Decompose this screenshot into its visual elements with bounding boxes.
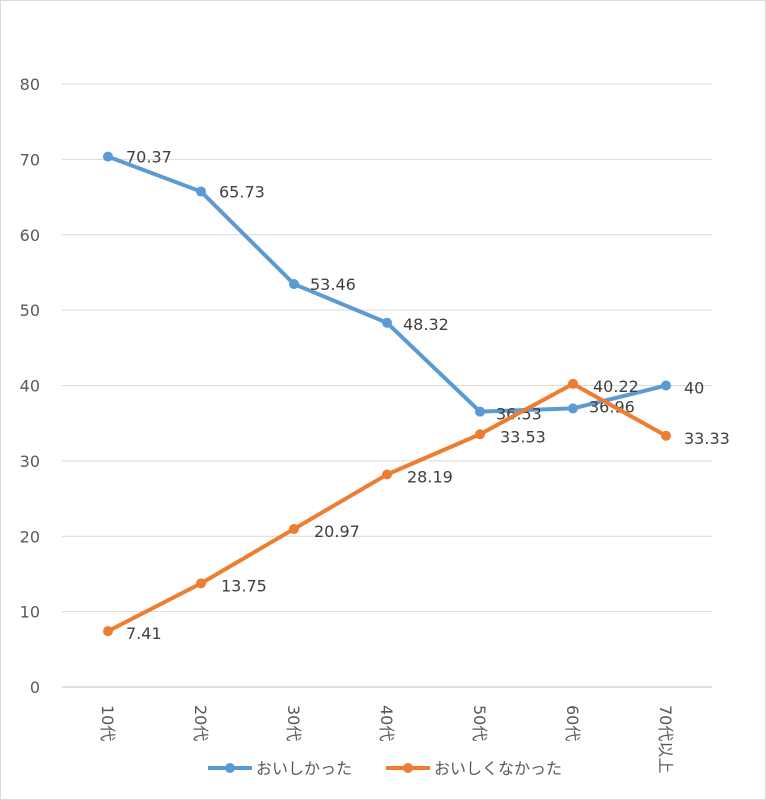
series-line-0 bbox=[106, 154, 668, 414]
data-point-0-0 bbox=[103, 151, 113, 162]
x-tick-label-2: 30代 bbox=[284, 705, 303, 741]
x-tick-label-1: 20代 bbox=[191, 705, 210, 741]
y-tick-label-30: 30 bbox=[20, 452, 40, 471]
data-point-1-5 bbox=[568, 378, 578, 389]
x-tick-label-0: 10代 bbox=[98, 705, 117, 741]
data-point-1-2 bbox=[289, 523, 299, 534]
series-line-1 bbox=[106, 381, 668, 634]
data-label-1-2: 20.97 bbox=[314, 522, 360, 541]
y-tick-label-10: 10 bbox=[20, 603, 40, 622]
y-tick-label-20: 20 bbox=[20, 527, 40, 546]
data-label-0-6: 40 bbox=[684, 379, 704, 398]
data-label-1-4: 33.53 bbox=[500, 427, 546, 446]
data-label-1-6: 33.33 bbox=[684, 429, 730, 448]
data-point-1-6 bbox=[661, 430, 671, 441]
data-label-0-1: 65.73 bbox=[219, 183, 265, 202]
data-point-1-0 bbox=[103, 626, 113, 637]
data-label-0-3: 48.32 bbox=[403, 315, 449, 334]
x-tick-label-4: 50代 bbox=[470, 705, 489, 741]
y-tick-label-50: 50 bbox=[20, 301, 40, 320]
y-tick-label-40: 40 bbox=[20, 377, 40, 396]
y-tick-label-70: 70 bbox=[20, 150, 40, 169]
legend: おいしかった おいしくなかった bbox=[208, 759, 562, 778]
data-label-1-5: 40.22 bbox=[593, 377, 639, 396]
legend-label-0: おいしかった bbox=[256, 759, 352, 778]
y-tick-label-80: 80 bbox=[20, 75, 40, 94]
data-label-0-2: 53.46 bbox=[310, 275, 356, 294]
data-label-1-1: 13.75 bbox=[221, 576, 267, 595]
data-point-0-5 bbox=[568, 403, 578, 414]
legend-label-1: おいしくなかった bbox=[434, 759, 562, 778]
data-point-1-4 bbox=[475, 429, 485, 440]
x-tick-label-6: 70代以上 bbox=[656, 705, 675, 773]
y-tick-label-60: 60 bbox=[20, 226, 40, 245]
data-point-1-3 bbox=[382, 469, 392, 480]
data-label-1-0: 7.41 bbox=[126, 624, 162, 643]
data-label-0-0: 70.37 bbox=[126, 148, 172, 167]
y-tick-label-0: 0 bbox=[30, 678, 40, 697]
data-label-1-3: 28.19 bbox=[407, 468, 453, 487]
gridlines bbox=[62, 83, 712, 688]
series-0 bbox=[103, 151, 671, 417]
x-tick-label-3: 40代 bbox=[377, 705, 396, 741]
data-point-0-6 bbox=[661, 380, 671, 391]
legend-marker-1 bbox=[403, 763, 413, 773]
legend-marker-0 bbox=[225, 763, 235, 773]
series-1 bbox=[103, 378, 671, 637]
x-tick-label-5: 60代 bbox=[563, 705, 582, 741]
data-point-0-4 bbox=[475, 406, 485, 417]
data-point-0-2 bbox=[289, 279, 299, 290]
data-point-1-1 bbox=[196, 578, 206, 589]
data-point-0-3 bbox=[382, 317, 392, 328]
data-point-0-1 bbox=[196, 186, 206, 197]
